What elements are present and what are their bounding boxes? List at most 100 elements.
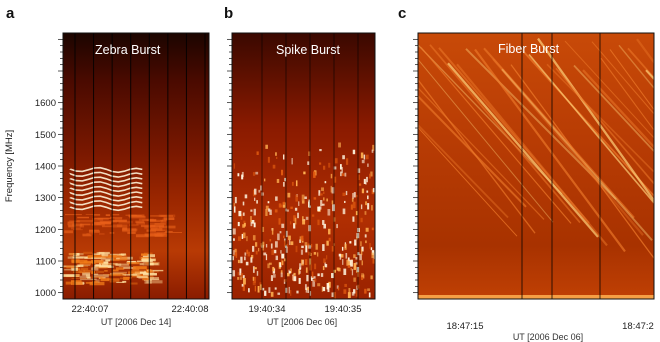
spike <box>328 228 331 235</box>
emission-blob <box>116 281 125 283</box>
spike <box>350 267 352 271</box>
spike <box>242 275 245 278</box>
spike <box>325 263 328 268</box>
panel-c-xtick-0: 18:47:15 <box>447 321 484 332</box>
spike <box>364 211 367 215</box>
spike <box>344 200 346 203</box>
spike <box>361 275 364 280</box>
spike <box>331 292 334 298</box>
spike <box>367 288 370 291</box>
fiber <box>528 53 654 205</box>
emission-blob <box>101 225 113 228</box>
spike <box>304 242 308 247</box>
fiber <box>438 47 590 224</box>
emission-blob <box>149 221 160 223</box>
spike <box>340 254 344 258</box>
emission-blob <box>105 259 111 262</box>
spike <box>315 243 318 250</box>
fiber <box>591 41 654 115</box>
spike <box>270 275 274 282</box>
emission-blob <box>101 262 108 266</box>
emission-blob <box>150 228 163 231</box>
spike <box>272 164 276 169</box>
spike <box>328 237 331 242</box>
spike <box>347 257 350 262</box>
emission-blob <box>82 234 92 237</box>
spike <box>252 266 255 273</box>
emission-blob <box>139 256 149 260</box>
emission-blob <box>101 253 109 257</box>
spike <box>368 292 371 298</box>
spike <box>326 198 328 202</box>
spike <box>233 238 235 241</box>
spike <box>275 196 278 201</box>
spike <box>239 268 242 276</box>
fiber <box>418 43 563 195</box>
spike <box>256 271 259 276</box>
spike <box>304 284 307 290</box>
emission-blob <box>100 278 110 282</box>
spike <box>367 203 370 210</box>
spike <box>294 217 297 225</box>
spike <box>361 159 365 164</box>
spike <box>277 292 281 295</box>
emission-blob <box>80 223 91 226</box>
spike <box>271 249 275 255</box>
fiber <box>418 78 536 234</box>
spike <box>349 241 352 244</box>
spike <box>285 246 288 253</box>
emission-blob <box>134 215 143 217</box>
spike <box>317 219 320 226</box>
spike <box>371 252 375 259</box>
spike <box>298 201 300 206</box>
emission-blob <box>131 274 144 277</box>
emission-blob <box>144 233 163 237</box>
panel-c-spectrogram <box>418 33 654 299</box>
emission-blob <box>129 282 138 285</box>
spike <box>341 246 344 251</box>
panel-a-y-axis: 1000 1100 1200 1300 1400 1500 1600 <box>35 38 63 299</box>
spike <box>308 151 311 157</box>
spike <box>361 273 364 278</box>
emission-blob <box>144 281 152 284</box>
spike <box>314 276 316 279</box>
spike <box>263 178 266 182</box>
spike <box>287 272 290 277</box>
spike <box>336 267 340 271</box>
spike <box>253 222 256 228</box>
spike <box>293 276 297 282</box>
emission-blob <box>139 263 144 266</box>
emission-blob <box>149 222 165 225</box>
emission-blob <box>131 228 138 231</box>
emission-blob <box>70 281 83 285</box>
spike <box>288 239 291 245</box>
spike <box>311 243 313 248</box>
spike <box>245 261 249 266</box>
emission-blob <box>149 219 157 222</box>
spike <box>305 288 307 293</box>
emission-blob <box>123 276 130 281</box>
spike <box>237 272 240 276</box>
spike <box>280 272 283 278</box>
spike <box>250 209 253 212</box>
spike <box>359 253 362 261</box>
spike <box>361 249 363 256</box>
spike <box>342 155 345 160</box>
spike <box>351 198 354 202</box>
spike <box>258 247 260 252</box>
spike <box>298 277 301 284</box>
emission-blob <box>142 219 151 222</box>
spike <box>288 286 290 294</box>
emission-blob <box>132 273 141 276</box>
emission-blob <box>155 234 165 236</box>
emission-blob <box>112 271 127 274</box>
zebra-stripe <box>69 204 143 212</box>
spike <box>303 171 306 175</box>
emission-blob <box>98 233 105 235</box>
spike <box>237 276 240 280</box>
spike <box>365 227 369 232</box>
emission-blob <box>91 260 104 264</box>
spike <box>319 162 322 165</box>
spike <box>361 260 363 266</box>
fiber <box>555 67 654 185</box>
